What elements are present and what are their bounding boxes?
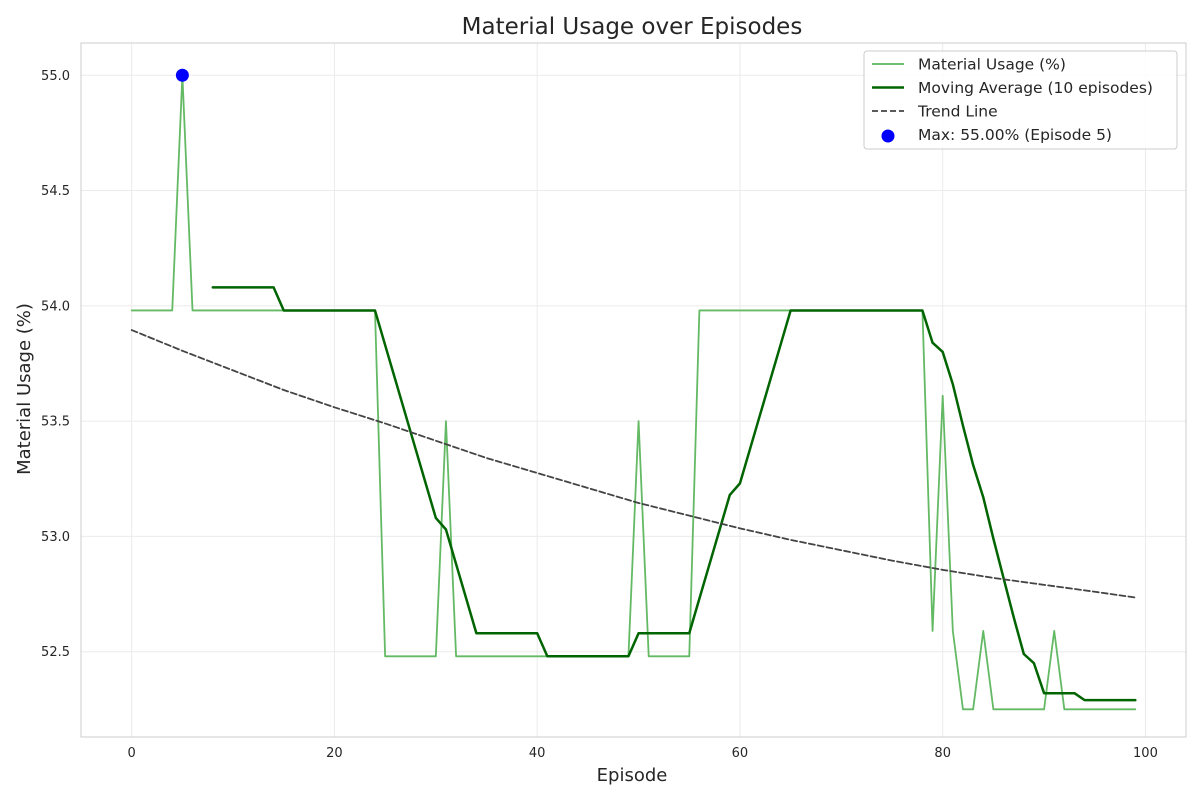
legend-item-max: Max: 55.00% (Episode 5) [881,126,1112,144]
legend-item-material-usage: Material Usage (%) [872,56,1066,74]
x-tick-label: 40 [529,746,546,761]
grid [81,43,1186,737]
legend-label: Max: 55.00% (Episode 5) [918,126,1112,144]
trend-line [130,329,1137,599]
y-tick-label: 55.0 [41,69,70,84]
chart-title: Material Usage over Episodes [462,14,803,40]
max-point-marker [175,68,189,82]
x-tick-label: 20 [326,746,343,761]
legend-box [863,50,1178,150]
moving-average-line [211,286,1137,702]
legend-item-moving-average: Moving Average (10 episodes) [872,79,1153,97]
ticks: 0 20 40 60 80 100 52.5 53.0 53.5 54.0 54.5 55.0 [41,69,1158,761]
plot-frame [80,42,1187,738]
y-tick-label: 52.5 [41,645,70,660]
x-tick-label: 60 [732,746,749,761]
x-tick-label: 100 [1133,746,1158,761]
y-tick-label: 54.0 [41,299,70,314]
legend-swatch [881,129,895,143]
y-tick-label: 53.0 [41,530,70,545]
y-tick-label: 54.5 [41,184,70,199]
legend-label: Trend Line [917,103,998,121]
x-axis-label: Episode [597,765,668,786]
y-axis-label: Material Usage (%) [14,303,35,475]
legend-item-trend-line: Trend Line [872,103,998,121]
x-tick-label: 80 [934,746,951,761]
legend: Material Usage (%) Moving Average (10 epi… [863,50,1178,150]
y-tick-label: 53.5 [41,415,70,430]
x-tick-label: 0 [128,746,136,761]
series-layer [130,68,1137,711]
legend-label: Moving Average (10 episodes) [918,79,1153,97]
legend-label: Material Usage (%) [918,56,1066,74]
